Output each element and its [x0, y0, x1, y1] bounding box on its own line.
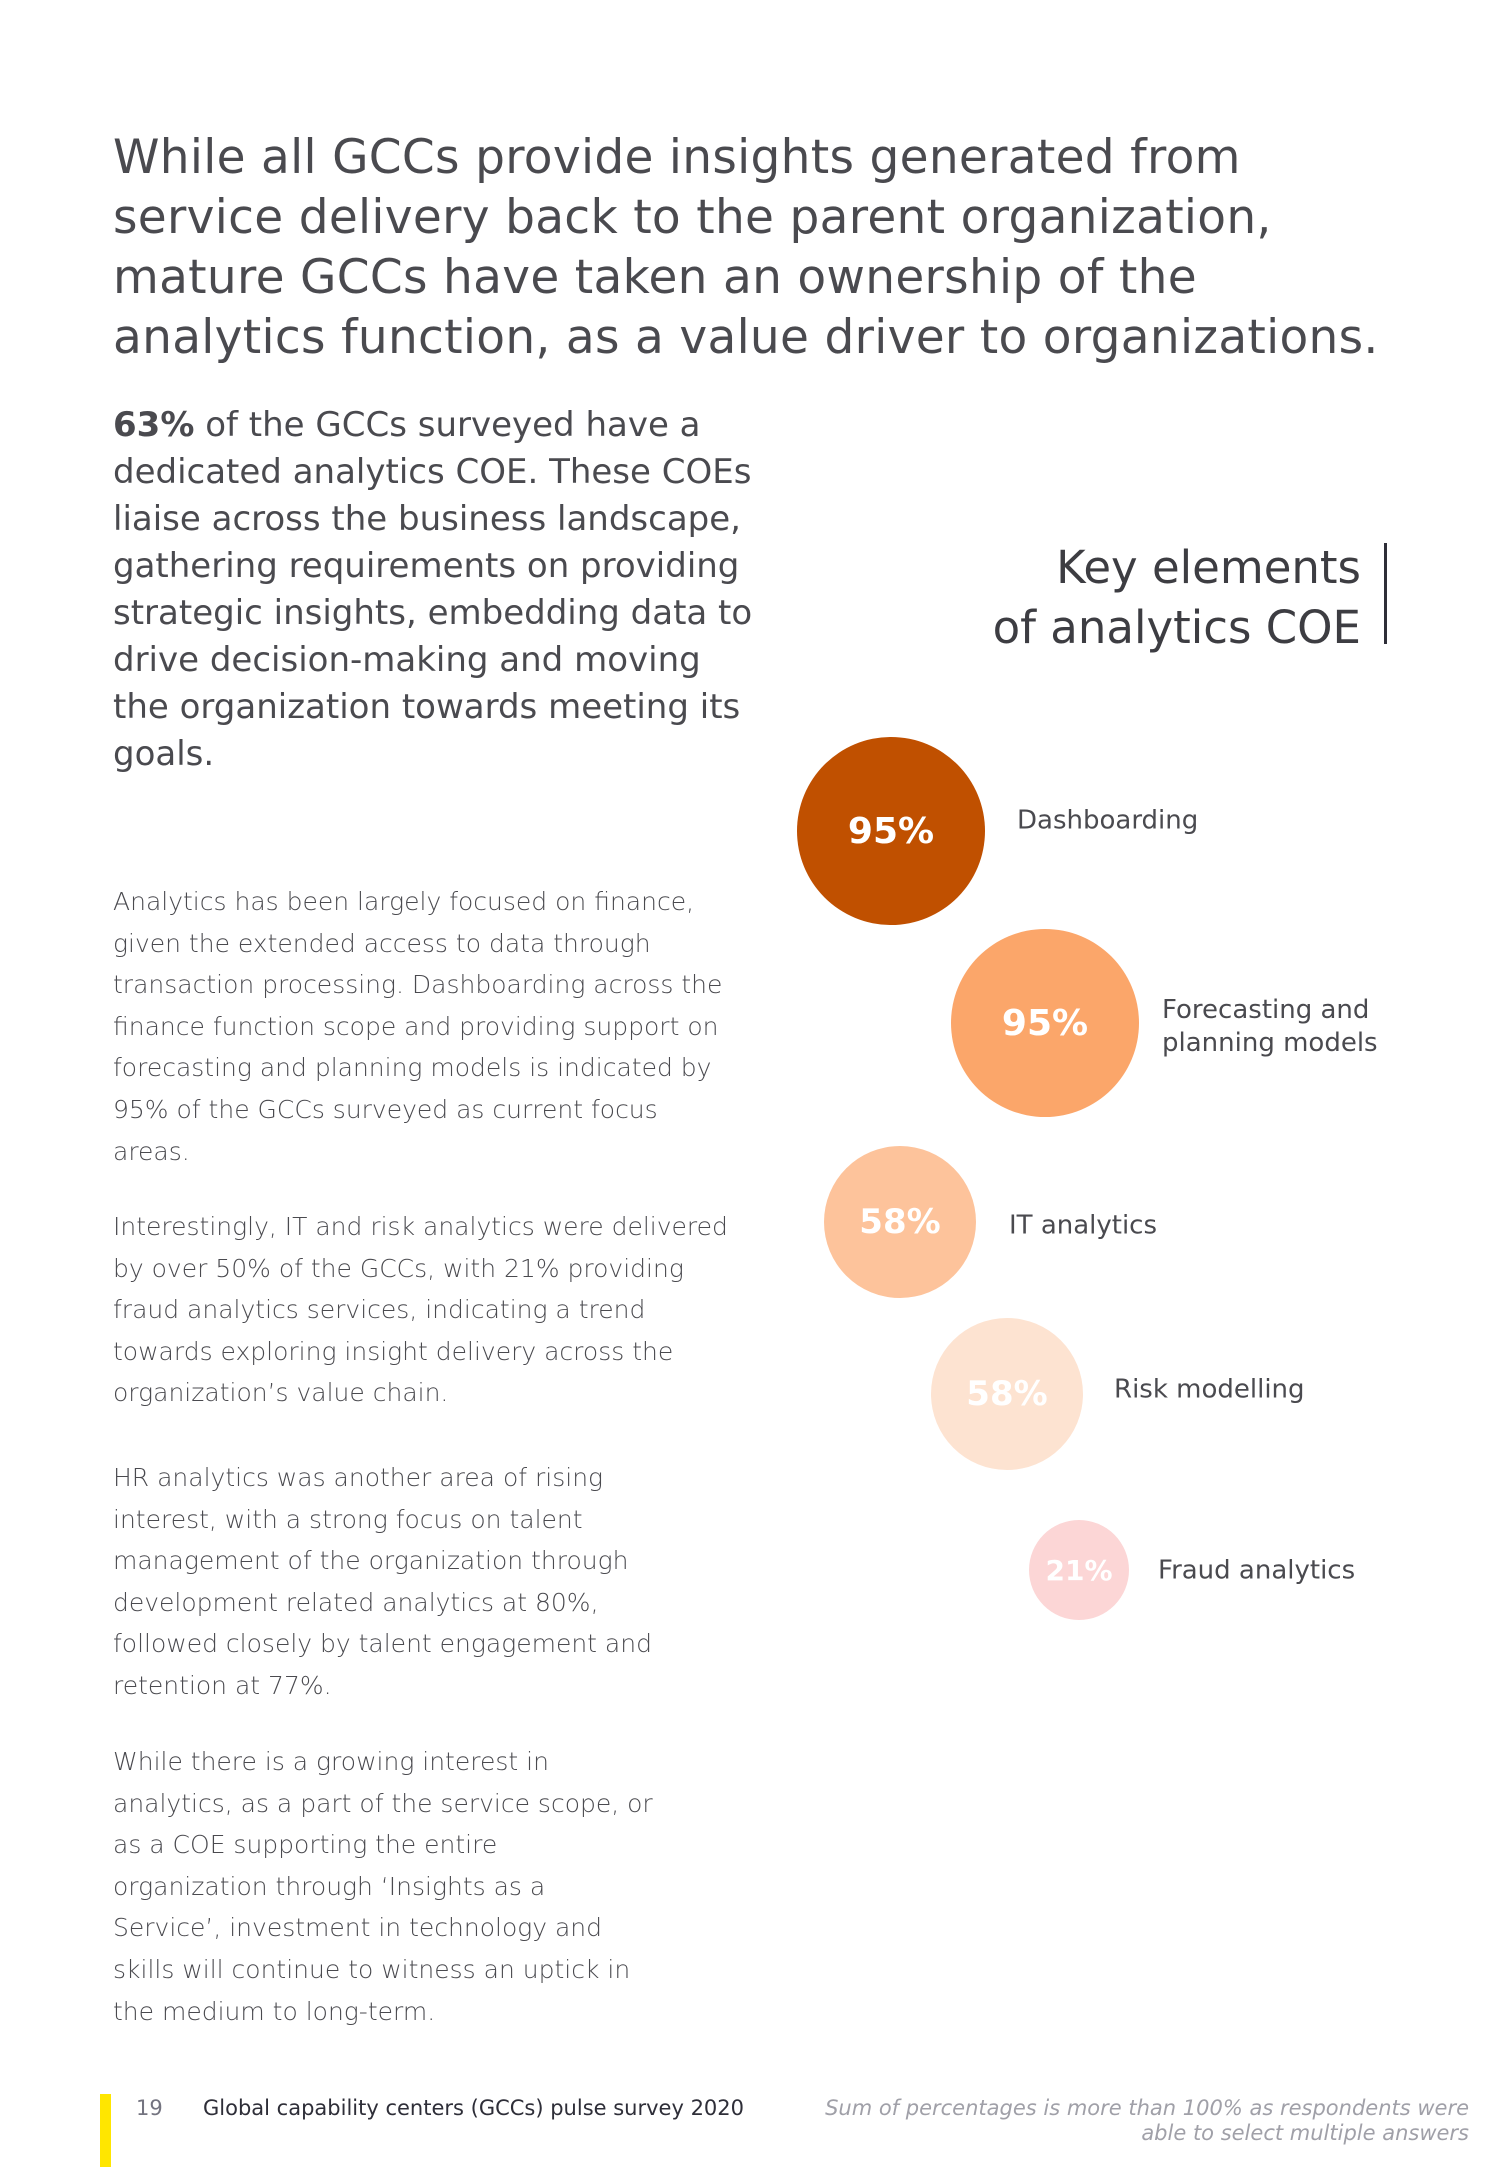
bubble-label: IT analytics: [1009, 1210, 1158, 1241]
lead-highlight: 63%: [113, 405, 195, 445]
bubble-value: 95%: [1001, 1002, 1089, 1044]
bubble-label: Fraud analytics: [1158, 1555, 1356, 1586]
bubble-5: 21%: [1029, 1520, 1129, 1620]
bubble-4: 58%: [931, 1318, 1083, 1470]
footnote-line2: able to select multiple answers: [1141, 2121, 1469, 2145]
bubble-label: Forecasting and planning models: [1162, 995, 1378, 1058]
bubble-label: Risk modelling: [1114, 1374, 1305, 1405]
bubble-value: 21%: [1045, 1553, 1113, 1587]
footer-accent-bar: [100, 2094, 111, 2167]
footnote-line1: Sum of percentages is more than 100% as …: [825, 2096, 1469, 2120]
bubble-3: 58%: [824, 1146, 976, 1298]
bubble-2: 95%: [951, 929, 1139, 1117]
lead-paragraph: 63% of the GCCs surveyed have a dedicate…: [113, 402, 753, 778]
lead-text: of the GCCs surveyed have a dedicated an…: [113, 405, 753, 774]
bubble-1: 95%: [797, 737, 985, 925]
document-title: Global capability centers (GCCs) pulse s…: [203, 2096, 745, 2120]
key-elements-title: Key elements of analytics COE: [993, 538, 1361, 658]
title-divider: [1384, 543, 1387, 644]
bubble-value: 58%: [966, 1374, 1048, 1414]
bubble-value: 58%: [859, 1202, 941, 1242]
footnote: Sum of percentages is more than 100% as …: [825, 2096, 1469, 2146]
key-elements-title-line1: Key elements: [1056, 541, 1361, 594]
page-number: 19: [136, 2096, 163, 2120]
body-paragraph-1: Analytics has been largely focused on fi…: [113, 887, 723, 1166]
body-paragraph-2: Interestingly, IT and risk analytics wer…: [113, 1212, 728, 1408]
key-elements-title-line2: of analytics COE: [992, 601, 1361, 654]
body-paragraph-4: While there is a growing interest in ana…: [113, 1747, 653, 2026]
bubble-value: 95%: [847, 810, 935, 852]
body-paragraph-3: HR analytics was another area of rising …: [113, 1463, 652, 1700]
bubble-label: Dashboarding: [1017, 805, 1199, 836]
headline: While all GCCs provide insights generate…: [113, 130, 1379, 365]
